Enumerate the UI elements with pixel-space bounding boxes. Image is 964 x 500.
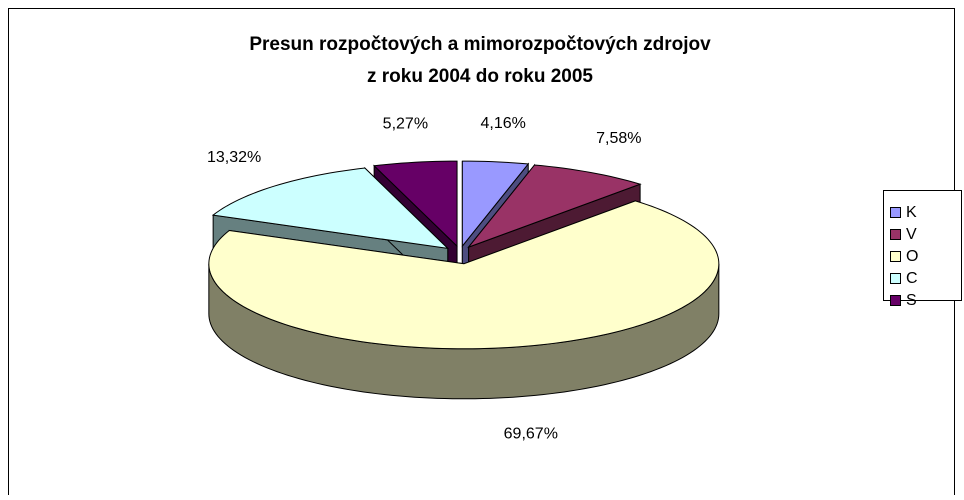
- pie-slice: [467, 164, 642, 249]
- legend-swatch: [890, 295, 901, 306]
- legend-label: C: [906, 270, 918, 287]
- chart-title: z roku 2004 do roku 2005: [367, 66, 593, 87]
- pie-slice: [461, 160, 530, 248]
- legend-swatch: [890, 207, 901, 218]
- pie-slice: [211, 167, 450, 250]
- data-label: 7,58%: [596, 130, 641, 147]
- legend-swatch: [890, 251, 901, 262]
- legend-swatch: [890, 273, 901, 284]
- legend-label: S: [906, 292, 917, 309]
- legend-label: V: [906, 226, 917, 243]
- chart-title: Presun rozpočtových a mimorozpočtových z…: [249, 34, 711, 55]
- data-label: 4,16%: [481, 115, 526, 132]
- data-label: 13,32%: [207, 149, 261, 166]
- legend-label: O: [906, 248, 918, 265]
- data-label: 69,67%: [504, 426, 558, 443]
- data-label: 5,27%: [383, 116, 428, 133]
- pie-slice-group: [208, 200, 720, 400]
- legend-label: K: [906, 204, 917, 221]
- pie-slice: [208, 200, 720, 350]
- pie-slice: [373, 160, 458, 248]
- legend-swatch: [890, 229, 901, 240]
